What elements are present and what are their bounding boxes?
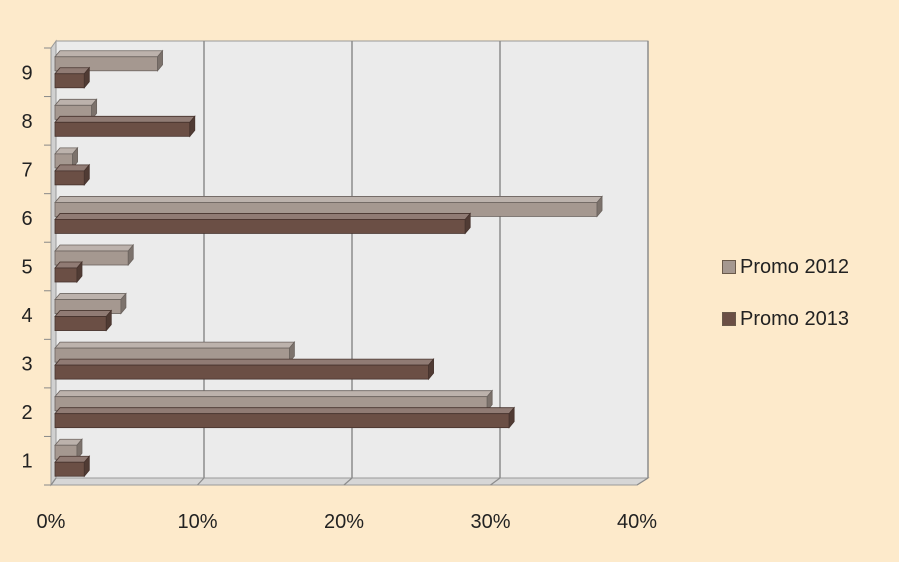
bar-top-face (54, 341, 296, 349)
y-tick-label-6: 6 (21, 208, 32, 230)
bar-promo-2012-8 (54, 98, 98, 121)
floor-grid-x-3 (490, 477, 501, 486)
bar-top-face (54, 455, 91, 463)
x-tick-label-2: 20% (324, 511, 364, 533)
bar-end-face (83, 163, 90, 186)
y-tick-label-2: 2 (21, 402, 32, 424)
bar-end-face (428, 358, 434, 381)
bar-end-face (76, 438, 83, 461)
bar-top-face (54, 310, 113, 317)
bar-end-face (596, 195, 603, 218)
y-tick-label-1: 1 (21, 451, 32, 473)
bar-front-face (54, 121, 191, 137)
x-tick-label-0: 0% (37, 511, 66, 533)
bar-end-face (76, 260, 83, 284)
y-tick-label-4: 4 (21, 305, 32, 327)
bar-promo-2012-2 (54, 389, 494, 412)
floor-grid-x-2 (343, 477, 353, 486)
bar-end-face (72, 146, 78, 169)
bar-end-face (83, 455, 90, 478)
bar-end-face (486, 389, 493, 412)
bar-promo-2012-1 (54, 438, 83, 461)
bar-promo-2013-6 (54, 212, 472, 235)
floor-grid-x-0 (50, 477, 57, 486)
x-tick-label-3: 30% (470, 511, 510, 533)
bar-top-face (54, 50, 164, 58)
bar-end-face (105, 309, 112, 332)
bar-front-face (54, 364, 429, 380)
x-tick-label-4: 40% (617, 511, 657, 533)
y-tick-label-5: 5 (21, 257, 32, 279)
legend-label-promo-2012: Promo 2012 (740, 255, 849, 278)
bar-front-face (54, 267, 78, 283)
legend-item-promo-2013: Promo 2013 (722, 293, 849, 345)
bar-end-face (508, 406, 515, 429)
floor-grid-x-4 (636, 477, 649, 486)
bar-promo-2013-7 (54, 163, 91, 186)
bar-promo-2012-6 (54, 195, 603, 218)
bar-top-face (54, 115, 196, 123)
bar-top-face (54, 407, 516, 415)
bar-end-face (91, 98, 98, 121)
bar-front-face (54, 170, 85, 186)
bar-promo-2013-8 (54, 115, 196, 138)
bar-end-face (464, 212, 471, 235)
bar-promo-2012-3 (54, 341, 296, 364)
bar-promo-2013-4 (54, 309, 113, 332)
bar-front-face (54, 73, 85, 89)
y-tick-label-7: 7 (21, 159, 32, 181)
bar-end-face (157, 49, 163, 72)
legend: Promo 2012 Promo 2013 (722, 241, 849, 345)
bar-promo-2012-5 (54, 243, 135, 267)
y-tick-label-9: 9 (21, 62, 32, 84)
bar-top-face (54, 164, 91, 172)
bar-end-face (189, 115, 196, 138)
legend-item-promo-2012: Promo 2012 (722, 241, 849, 293)
y-tick-label-8: 8 (21, 111, 32, 133)
bar-end-face (83, 66, 90, 89)
bar-promo-2012-4 (54, 292, 127, 315)
bar-promo-2013-9 (54, 66, 91, 89)
bar-front-face (54, 461, 85, 477)
bar-end-face (288, 341, 295, 364)
bar-top-face (54, 244, 135, 252)
legend-swatch-promo-2013 (722, 312, 736, 326)
x-tick-label-1: 10% (177, 511, 217, 533)
bar-promo-2012-7 (54, 146, 79, 169)
bar-end-face (120, 292, 127, 315)
legend-swatch-promo-2012 (722, 260, 736, 274)
bar-promo-2013-2 (54, 406, 516, 429)
bar-end-face (127, 243, 134, 267)
bar-top-face (54, 213, 472, 220)
bar-top-face (54, 358, 435, 366)
bar-top-face (54, 196, 603, 203)
bar-promo-2013-1 (54, 455, 91, 478)
bar-front-face (54, 219, 466, 234)
bar-promo-2013-5 (54, 260, 83, 284)
floor-grid-x-1 (197, 477, 205, 486)
legend-label-promo-2013: Promo 2013 (740, 307, 849, 330)
plot-floor (50, 477, 650, 486)
bar-top-face (54, 67, 91, 75)
bar-top-face (54, 98, 98, 106)
bar-top-face (54, 390, 494, 398)
bar-promo-2013-3 (54, 358, 435, 381)
bar-front-face (54, 413, 510, 429)
bar-promo-2012-9 (54, 49, 164, 72)
bar-front-face (54, 316, 107, 331)
y-tick-label-3: 3 (21, 354, 32, 376)
bar-top-face (54, 293, 127, 300)
